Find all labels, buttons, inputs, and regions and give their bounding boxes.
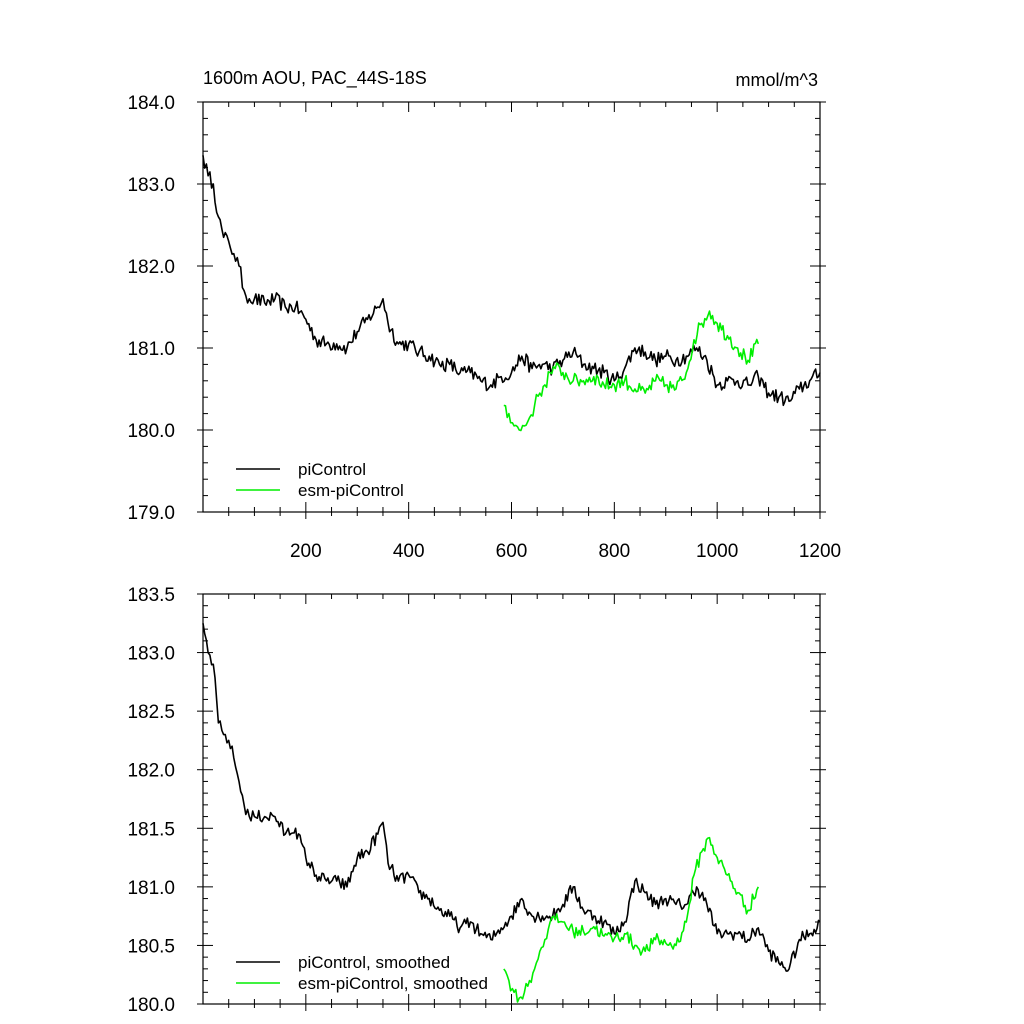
series-line-picontrol-smoothed xyxy=(202,623,821,972)
y-tick-label: 183.0 xyxy=(127,644,175,665)
series-line-picontrol xyxy=(202,155,821,407)
legend: piControl, smoothed esm-piControl, smoot… xyxy=(236,953,488,993)
y-tick-label: 182.0 xyxy=(127,761,175,782)
legend-label-picontrol-smoothed: piControl, smoothed xyxy=(298,953,450,972)
x-tick-label: 800 xyxy=(598,541,630,562)
y-tick-label: 184.0 xyxy=(127,93,175,114)
y-tick-label: 180.0 xyxy=(127,421,175,442)
chart-title: 1600m AOU, PAC_44S-18S xyxy=(203,68,427,89)
legend-label-picontrol: piControl xyxy=(298,460,366,479)
legend-label-esm-picontrol-smoothed: esm-piControl, smoothed xyxy=(298,974,488,993)
y-tick-label: 183.0 xyxy=(127,175,175,196)
top-line-chart: 1600m AOU, PAC_44S-18S mmol/m^3 200 400 60… xyxy=(127,68,841,562)
y-tick-label: 183.5 xyxy=(127,585,175,606)
units-label: mmol/m^3 xyxy=(736,70,818,90)
y-tick-label: 179.0 xyxy=(127,503,175,524)
y-tick-label: 182.5 xyxy=(127,702,175,723)
y-tick-label: 181.5 xyxy=(127,819,175,840)
x-tick-label: 1000 xyxy=(696,541,738,562)
x-tick-label: 1200 xyxy=(799,541,841,562)
legend-label-esm-picontrol: esm-piControl xyxy=(298,481,404,500)
bottom-line-chart: 180.0 180.5 181.0 181.5 182.0 182.5 183.0 183.5… xyxy=(127,585,826,1016)
y-tick-label: 180.0 xyxy=(127,995,175,1016)
y-tick-label: 181.0 xyxy=(127,339,175,360)
series-line-esm-picontrol xyxy=(503,310,760,432)
y-tick-label: 182.0 xyxy=(127,257,175,278)
y-tick-label: 180.5 xyxy=(127,936,175,957)
x-tick-label: 600 xyxy=(496,541,528,562)
legend: piControl esm-piControl xyxy=(236,460,404,500)
y-tick-label: 181.0 xyxy=(127,878,175,899)
x-tick-label: 200 xyxy=(290,541,322,562)
plot-frame xyxy=(202,593,821,1005)
x-tick-label: 400 xyxy=(393,541,425,562)
series-line-esm-picontrol-smoothed xyxy=(503,836,760,1003)
plot-frame xyxy=(202,101,821,513)
